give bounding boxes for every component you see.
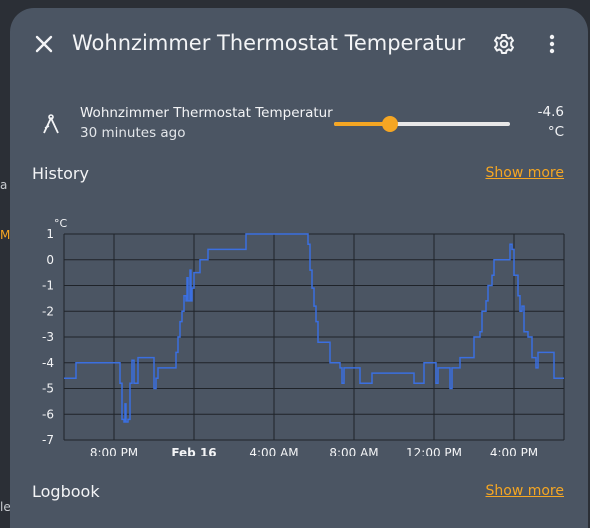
y-tick-label: 0 [46,253,54,267]
value-slider[interactable] [334,114,510,134]
y-tick-label: -1 [42,279,54,293]
more-info-dialog: Wohnzimmer Thermostat Temperatur Wohnzim… [10,8,588,528]
history-title: History [32,164,89,183]
y-unit-label: °C [54,217,68,230]
thermometer-icon [43,114,59,134]
gear-icon [494,34,514,54]
slider-fill [334,122,391,126]
x-tick-label: 4:00 PM [490,446,538,456]
logbook-show-more-link[interactable]: Show more [485,483,565,499]
entity-name: Wohnzimmer Thermostat Temperatur [80,105,333,121]
y-tick-label: -6 [42,407,54,421]
entity-state-row: Wohnzimmer Thermostat Temperatur 30 minu… [10,98,588,148]
slider-track [334,122,510,126]
temperature-series-line [64,233,564,423]
x-tick-label: 8:00 AM [329,446,378,456]
slider-thumb[interactable] [382,116,399,132]
y-tick-label: -4 [42,356,54,370]
entity-unit: °C [547,124,564,140]
settings-button[interactable] [490,30,518,58]
dots-vertical-icon [549,34,555,54]
dialog-header: Wohnzimmer Thermostat Temperatur [10,8,588,80]
close-icon [35,35,53,53]
background-text: a [0,178,8,192]
y-tick-label: -2 [42,304,54,318]
y-tick-label: -5 [42,382,54,396]
history-show-more-link[interactable]: Show more [485,165,565,181]
last-changed: 30 minutes ago [80,125,186,141]
y-tick-label: -7 [42,433,54,447]
more-options-button[interactable] [540,30,564,58]
close-button[interactable] [30,30,58,58]
x-tick-label: Feb 16 [171,446,216,456]
background-text: le [0,500,11,514]
history-chart: 1 0 -1 -2 -3 -4 -5 -6 -7 8:00 PM Feb 16 4:00 AM 8:00… [42,217,565,456]
x-tick-label: 4:00 AM [249,446,298,456]
dialog-title: Wohnzimmer Thermostat Temperatur [72,31,466,55]
entity-value: -4.6 [537,104,564,120]
y-tick-label: -3 [42,330,54,344]
y-tick-label: 1 [46,227,54,241]
x-tick-label: 12:00 PM [406,446,462,456]
x-tick-label: 8:00 PM [90,446,138,456]
logbook-title: Logbook [32,482,100,501]
